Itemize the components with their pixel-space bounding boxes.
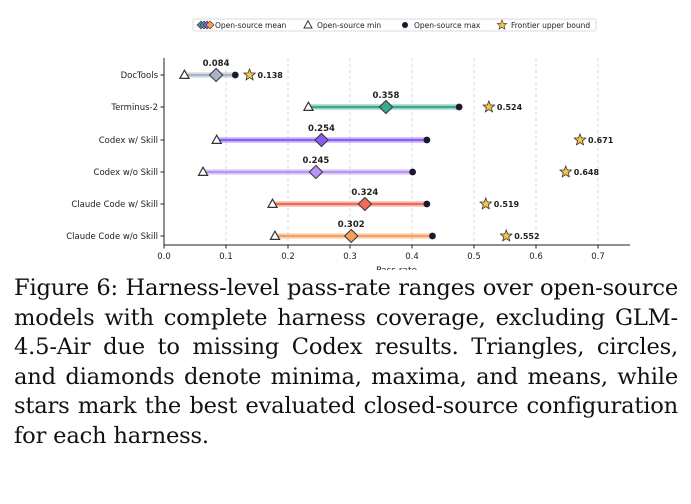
y-tick-label: Claude Code w/o Skill	[66, 232, 158, 242]
x-tick-label: 0.6	[529, 252, 543, 262]
mean-value-label: 0.084	[203, 59, 230, 69]
pass-rate-chart: Open-source mean Open-source min Open-sour…	[66, 18, 630, 270]
frontier-star-marker	[499, 228, 513, 242]
frontier-star-marker	[573, 132, 587, 146]
mean-diamond-marker	[314, 132, 329, 148]
min-triangle-marker	[302, 100, 315, 111]
mean-value-label: 0.245	[302, 156, 329, 166]
grid-lines	[225, 58, 599, 245]
legend-min-triangle-icon	[303, 19, 313, 29]
x-tick-label: 0.0	[157, 252, 171, 262]
frontier-star-marker	[559, 164, 573, 178]
y-tick-label: DocTools	[121, 71, 159, 81]
mean-diamond-marker	[208, 67, 224, 83]
frontier-value-label: 0.671	[588, 136, 614, 145]
legend-frame	[192, 18, 597, 32]
x-tick-label: 0.1	[219, 252, 233, 262]
x-tick-label: 0.5	[467, 252, 481, 262]
min-triangle-marker	[211, 133, 223, 144]
frontier-value-label: 0.138	[258, 71, 284, 80]
figure-caption: Figure 6: Harness-level pass-rate ranges…	[14, 275, 678, 449]
min-triangle-marker	[197, 165, 209, 176]
x-tick-label: 0.7	[591, 252, 605, 262]
mean-value-label: 0.358	[373, 91, 400, 101]
y-tick-label: Codex w/o Skill	[94, 168, 158, 178]
chart-rows: DocTools 0.084 0.138 Terminus-2 0.358 0.524 Co…	[66, 59, 614, 244]
axes: 0.0 0.1 0.2 0.3 0.4 0.5 0.6 0.7 Pass rate	[157, 58, 630, 270]
frontier-star-marker	[482, 99, 496, 113]
frontier-star-marker	[479, 196, 493, 210]
max-circle-marker	[423, 200, 431, 208]
mean-value-label: 0.302	[338, 220, 365, 230]
mean-diamond-marker	[378, 99, 394, 115]
frontier-value-label: 0.519	[494, 200, 520, 209]
legend-label: Open-source mean	[215, 21, 287, 30]
mean-value-label: 0.254	[308, 124, 335, 134]
legend-frontier-star-icon	[496, 19, 508, 30]
min-triangle-marker	[178, 68, 191, 79]
x-tick-label: 0.4	[405, 252, 419, 262]
legend-max-circle-icon	[402, 22, 408, 28]
x-tick-label: 0.2	[281, 252, 295, 262]
min-triangle-marker	[269, 229, 281, 240]
legend-label: Open-source min	[317, 21, 381, 30]
min-triangle-marker	[266, 197, 279, 208]
max-circle-marker	[429, 232, 436, 240]
y-tick-label: Terminus-2	[110, 103, 158, 113]
legend-label: Open-source max	[414, 21, 481, 30]
max-circle-marker	[409, 168, 417, 176]
max-circle-marker	[455, 103, 463, 111]
y-tick-label: Codex w/ Skill	[99, 136, 158, 146]
x-axis-label: Pass rate	[376, 266, 418, 270]
frontier-value-label: 0.524	[497, 103, 523, 112]
max-circle-marker	[423, 136, 431, 144]
legend-mean-diamond-icon	[205, 20, 215, 30]
mean-diamond-marker	[343, 228, 359, 244]
frontier-value-label: 0.648	[574, 168, 600, 177]
mean-diamond-marker	[357, 196, 373, 212]
mean-diamond-marker	[308, 164, 324, 180]
max-circle-marker	[231, 71, 239, 79]
y-tick-label: Claude Code w/ Skill	[71, 200, 158, 210]
legend: Open-source mean Open-source min Open-sour…	[192, 18, 597, 32]
mean-value-label: 0.324	[351, 188, 378, 198]
frontier-value-label: 0.552	[514, 232, 539, 241]
frontier-star-marker	[242, 67, 257, 81]
legend-label: Frontier upper bound	[511, 21, 590, 30]
x-tick-label: 0.3	[343, 252, 357, 262]
